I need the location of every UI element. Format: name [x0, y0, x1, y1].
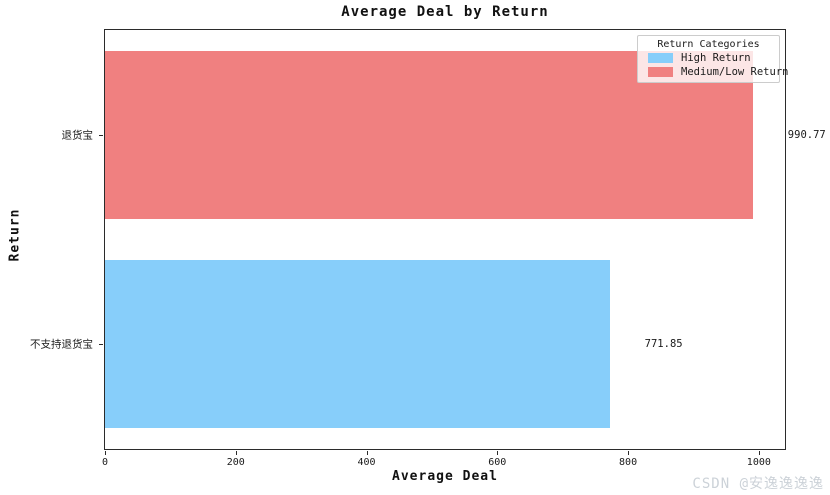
x-tick-mark — [497, 451, 499, 455]
legend-entry: High Return — [644, 52, 773, 64]
legend-entries: High Return Medium/Low Return — [644, 52, 788, 78]
x-tick-mark — [235, 451, 237, 455]
x-tick-label: 600 — [488, 457, 507, 468]
x-tick-label: 1000 — [746, 457, 771, 468]
chart-title: Average Deal by Return — [341, 4, 549, 20]
x-tick-label: 0 — [101, 457, 109, 468]
y-tick-label: 不支持退货宝 — [30, 338, 93, 351]
legend-entry: Medium/Low Return — [644, 66, 788, 78]
bar-value-label: 771.85 — [644, 338, 683, 351]
watermark: CSDN @安逸逸逸逸 — [692, 476, 824, 492]
x-axis-label: Average Deal — [392, 469, 498, 484]
y-axis-label: Return — [7, 208, 23, 262]
x-tick-mark — [628, 451, 630, 455]
legend-label: High Return — [681, 52, 751, 64]
x-tick-label: 800 — [619, 457, 638, 468]
y-tick-label: 退货宝 — [61, 129, 94, 142]
bar-value-label: 990.77 — [787, 128, 826, 141]
x-tick-label: 200 — [226, 457, 245, 468]
plot-area: Return Categories High Return Medium/Low … — [104, 29, 826, 450]
y-axis: 退货宝不支持退货宝 — [0, 29, 104, 450]
x-tick-mark — [366, 451, 368, 455]
x-tick-mark — [758, 451, 760, 455]
bar-2 — [105, 260, 610, 429]
legend: Return Categories High Return Medium/Low … — [637, 35, 788, 83]
x-tick-mark — [105, 451, 106, 455]
legend-label: Medium/Low Return — [681, 66, 789, 78]
legend-title: Return Categories — [657, 39, 760, 50]
y-tick-mark — [99, 134, 103, 136]
x-tick-label: 400 — [357, 457, 376, 468]
y-tick-mark — [99, 344, 103, 346]
legend-swatch — [648, 53, 673, 63]
x-axis: 0 200 400 600 800 1000 — [101, 450, 786, 495]
legend-swatch — [648, 67, 673, 77]
